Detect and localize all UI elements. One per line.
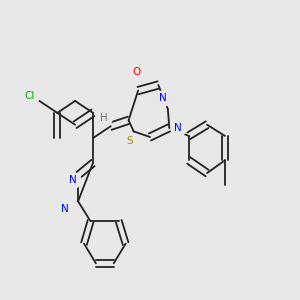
Text: H: H	[100, 113, 108, 123]
Text: N: N	[174, 123, 182, 133]
Text: Cl: Cl	[24, 91, 35, 101]
Text: O: O	[133, 67, 141, 77]
Text: N: N	[160, 93, 167, 103]
Text: S: S	[126, 136, 133, 146]
Text: N: N	[69, 175, 76, 185]
Text: N: N	[61, 204, 69, 214]
